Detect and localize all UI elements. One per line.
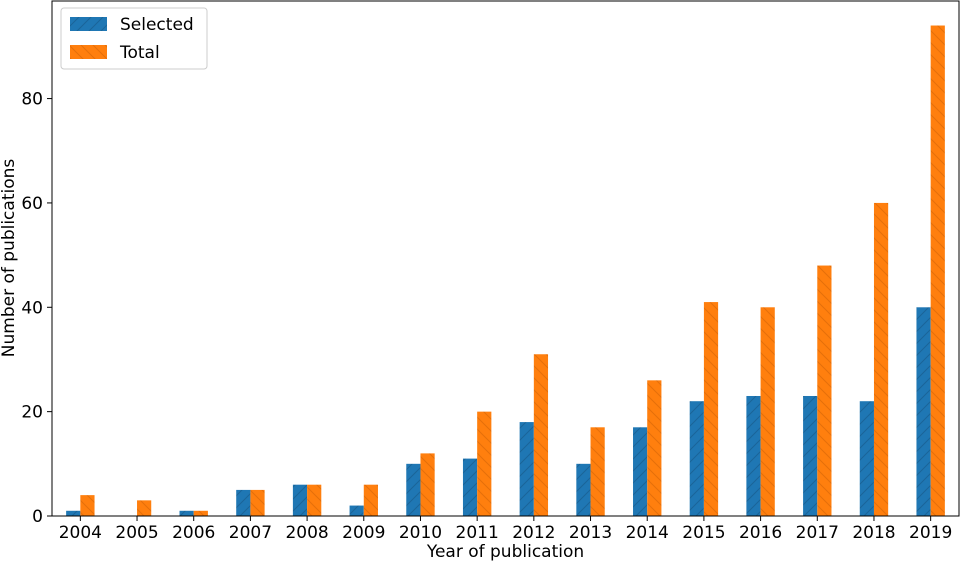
y-tick-label: 40 [21,298,43,318]
x-axis-label: Year of publication [426,542,584,562]
plot-frame [51,0,960,517]
x-tick-label: 2005 [115,523,158,543]
bar-total-2008 [307,484,322,516]
bar-selected-2019 [916,307,931,516]
bar-selected-2011 [462,458,478,516]
x-tick-label: 2008 [285,523,328,543]
x-tick-label: 2009 [342,523,385,543]
bar-selected-2016 [746,395,761,516]
bar-selected-2017 [803,395,818,516]
bar-total-2019 [930,25,945,517]
legend: Selected Total [60,7,208,70]
bar-total-2015 [703,302,719,516]
y-tick-label: 80 [21,90,43,110]
bar-selected-2012 [519,422,534,516]
legend-swatch-total [70,45,107,59]
x-tick-label: 2006 [172,523,215,543]
y-tick-label: 0 [32,507,43,527]
x-tick-label: 2014 [626,523,669,543]
bar-selected-2013 [576,463,591,516]
bar-total-2006 [193,510,208,516]
legend-label-selected: Selected [120,15,194,35]
x-tick-label: 2016 [739,523,782,543]
bar-total-2012 [533,354,549,516]
bar-selected-2008 [292,484,308,516]
bar-total-2018 [873,202,889,516]
bar-selected-2014 [633,427,648,516]
x-axis: 2004 2005 2006 2007 2008 2009 2010 2011 2012 2013… [59,516,952,543]
y-axis-label: Number of publications [0,159,19,358]
x-tick-label: 2019 [909,523,952,543]
x-tick-label: 2015 [682,523,725,543]
x-tick-label: 2017 [796,523,839,543]
bar-selected-2009 [349,505,364,516]
bar-selected-2004 [66,510,81,516]
bar-selected-2006 [179,510,194,516]
bar-total-2007 [250,489,265,516]
bar-total-2004 [80,495,95,516]
legend-swatch-selected [70,17,107,31]
x-tick-label: 2012 [512,523,555,543]
bar-total-2011 [477,411,492,516]
bar-selected-2010 [406,463,421,516]
bar-total-2009 [363,484,378,516]
bar-total-2013 [590,427,605,516]
x-tick-label: 2013 [569,523,612,543]
y-axis: 0 20 40 60 80 [21,90,52,527]
bars-group [66,25,945,517]
bar-total-2014 [647,380,662,516]
bar-selected-2018 [859,401,874,516]
x-tick-label: 2010 [399,523,442,543]
bar-selected-2007 [236,489,251,516]
legend-label-total: Total [119,43,160,63]
x-tick-label: 2018 [852,523,895,543]
bar-total-2005 [137,500,152,516]
x-tick-label: 2007 [229,523,272,543]
bar-total-2016 [760,307,775,516]
bar-total-2010 [420,453,435,516]
y-tick-label: 60 [21,194,43,214]
bar-total-2017 [817,265,832,516]
x-tick-label: 2004 [59,523,102,543]
y-tick-label: 20 [21,403,43,423]
bar-selected-2015 [689,401,704,516]
x-tick-label: 2011 [456,523,499,543]
